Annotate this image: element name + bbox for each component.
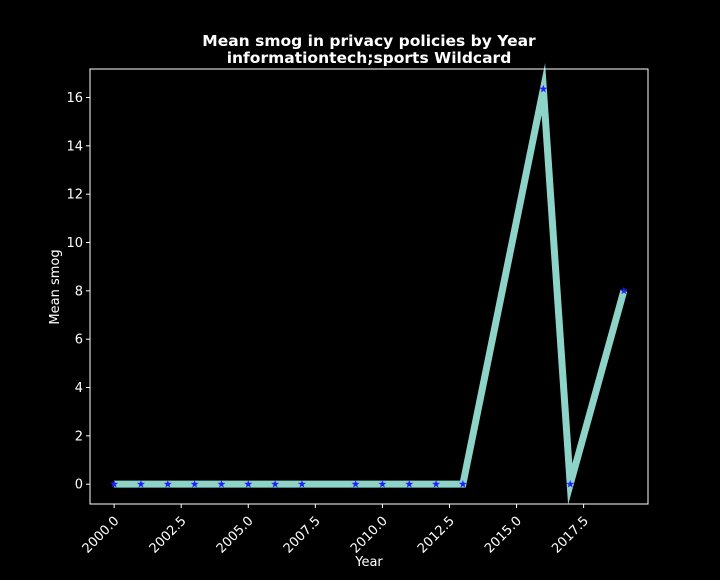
y-tick-label-1: 2 [75, 429, 83, 444]
x-tick-label-5: 2012.5 [415, 514, 458, 557]
y-tick-label-8: 16 [66, 91, 83, 106]
data-point-11 [432, 479, 441, 488]
series-line-0 [114, 62, 628, 505]
data-point-5 [244, 479, 253, 488]
data-point-7 [297, 479, 306, 488]
x-tick-label-3: 2007.5 [281, 514, 324, 557]
x-tick-label-1: 2002.5 [147, 514, 190, 557]
data-point-8 [351, 479, 360, 488]
x-tick-label-4: 2010.0 [348, 514, 391, 557]
y-tick-label-3: 6 [75, 333, 83, 348]
data-point-6 [271, 479, 280, 488]
data-point-3 [190, 479, 199, 488]
x-axis-label: Year [354, 555, 383, 570]
y-axis-label: Mean smog [48, 249, 63, 324]
y-tick-label-5: 10 [66, 236, 83, 251]
data-point-0 [110, 479, 119, 488]
x-tick-label-6: 2015.0 [482, 514, 525, 557]
y-tick-label-6: 12 [66, 188, 83, 203]
x-tick-label-7: 2017.5 [549, 514, 592, 557]
data-point-9 [378, 479, 387, 488]
data-point-15 [619, 286, 628, 295]
y-tick-label-2: 4 [75, 381, 83, 396]
y-tick-label-0: 0 [75, 478, 83, 493]
x-tick-label-0: 2000.0 [80, 514, 123, 557]
chart-title-line-1: Mean smog in privacy policies by Year [202, 32, 536, 50]
plot-area: 2000.0 2002.5 2005.0 2007.5 2010.0 2012.5 2015… [66, 62, 649, 557]
data-point-12 [458, 479, 467, 488]
data-point-13 [539, 84, 548, 93]
y-tick-label-4: 8 [75, 284, 83, 299]
chart-title-line-2: informationtech;sports Wildcard [227, 49, 512, 67]
data-point-10 [405, 479, 414, 488]
data-point-4 [217, 479, 226, 488]
data-point-1 [136, 479, 145, 488]
plot-frame [89, 68, 649, 505]
x-tick-label-2: 2005.0 [214, 514, 257, 557]
data-point-2 [163, 479, 172, 488]
y-tick-label-7: 14 [66, 139, 83, 154]
data-point-14 [566, 479, 575, 488]
